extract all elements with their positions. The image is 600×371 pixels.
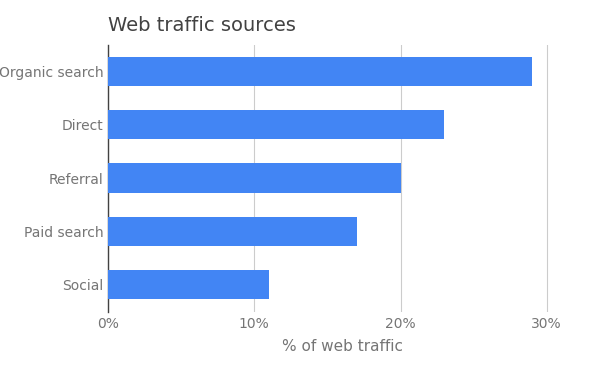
Bar — [108, 270, 269, 299]
X-axis label: % of web traffic: % of web traffic — [281, 339, 403, 354]
Bar — [108, 163, 401, 193]
Text: Web traffic sources: Web traffic sources — [108, 16, 296, 35]
Bar — [108, 110, 445, 139]
Bar — [108, 57, 532, 86]
Bar — [108, 217, 356, 246]
